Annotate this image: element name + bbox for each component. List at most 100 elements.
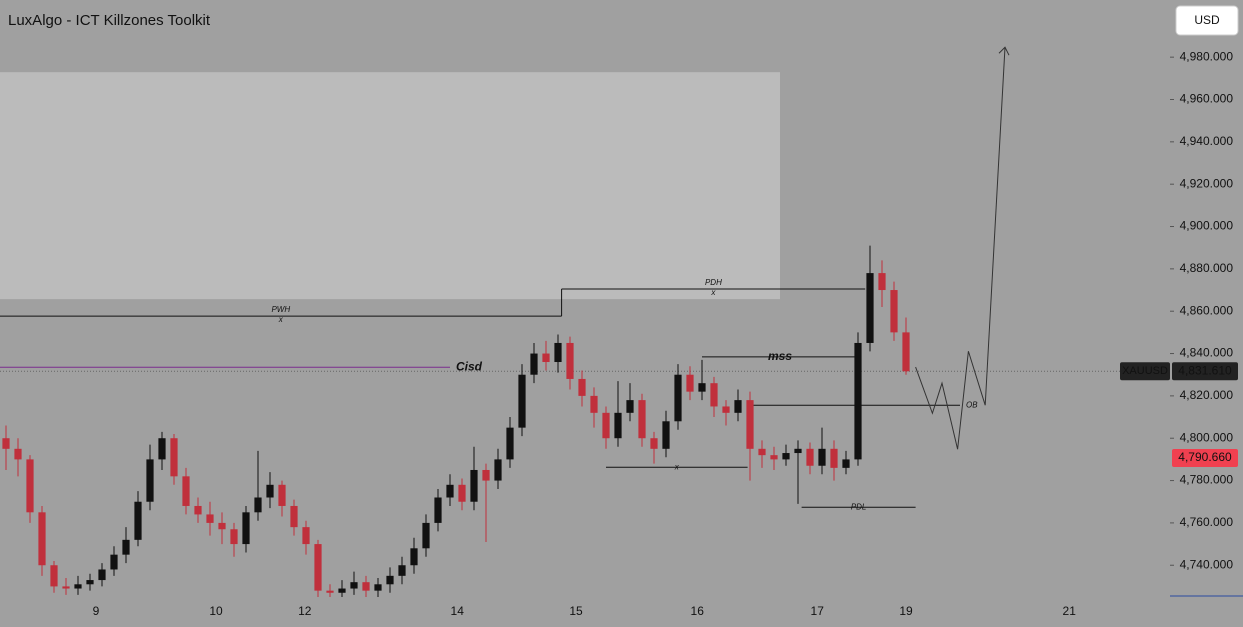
plot: 4,740.000 4,760.000 4,780.000 4,800.000 4,82…	[0, 46, 1238, 618]
candle-body	[602, 412, 610, 439]
y-tick-label: 4,860.000	[1180, 303, 1234, 317]
candle-body	[2, 438, 10, 449]
candle-body	[842, 459, 850, 468]
candle-body	[422, 522, 430, 549]
candle-body	[794, 448, 802, 454]
x-tick-label: 12	[298, 604, 312, 618]
candle-body	[266, 484, 274, 498]
candle-body	[338, 588, 346, 593]
candle-body	[698, 383, 706, 392]
candle-body	[782, 453, 790, 460]
candle-body	[314, 544, 322, 591]
supply-zone	[0, 72, 780, 300]
candle-body	[74, 584, 82, 589]
y-tick-label: 4,760.000	[1180, 515, 1234, 529]
x-tick-label: 16	[691, 604, 705, 618]
candle-body	[734, 400, 742, 413]
candle-body	[146, 459, 154, 502]
price-tag-label: 4,790.660	[1178, 450, 1232, 464]
y-tick-label: 4,780.000	[1180, 473, 1234, 487]
candle-body	[386, 575, 394, 585]
candle-body	[206, 514, 214, 523]
candle-body	[290, 505, 298, 528]
y-tick-label: 4,800.000	[1180, 430, 1234, 444]
candle-body	[830, 448, 838, 468]
y-tick-label: 4,740.000	[1180, 557, 1234, 571]
y-tick-label: 4,840.000	[1180, 346, 1234, 360]
arrow-head	[998, 46, 1010, 56]
candle-body	[242, 512, 250, 545]
candle-body	[158, 438, 166, 460]
candle-body	[470, 469, 478, 502]
candle-body	[590, 395, 598, 413]
level-label: PDH	[705, 278, 722, 287]
currency-button[interactable]	[1175, 5, 1239, 36]
candle-body	[650, 438, 658, 449]
candle-body	[494, 459, 502, 481]
x-tick-label: 19	[899, 604, 913, 618]
candle-body	[482, 469, 490, 481]
y-tick-label: 4,940.000	[1180, 134, 1234, 148]
x-tick-label: 14	[451, 604, 465, 618]
candle-body	[26, 459, 34, 513]
x-tick-label: 9	[93, 604, 100, 618]
x-tick-label: 21	[1063, 604, 1077, 618]
candle-body	[746, 400, 754, 449]
level-label: PWH	[271, 305, 290, 314]
level-label: PDL	[851, 503, 867, 512]
candle-body	[626, 400, 634, 413]
y-tick-label: 4,880.000	[1180, 261, 1234, 275]
candle-body	[434, 497, 442, 523]
candle-body	[62, 586, 70, 589]
candle-body	[410, 548, 418, 566]
y-tick-label: 4,820.000	[1180, 388, 1234, 402]
x-tick-label: 10	[209, 604, 223, 618]
price-tag	[1172, 362, 1238, 381]
candle-body	[878, 273, 886, 291]
candle-body	[566, 342, 574, 379]
candle-body	[662, 421, 670, 449]
candle-body	[806, 448, 814, 466]
candle-body	[458, 484, 466, 502]
candle-body	[326, 590, 334, 593]
candle-body	[446, 484, 454, 498]
x-tick-label: 15	[569, 604, 583, 618]
level-marker: x	[710, 288, 716, 297]
symbol-tag	[1120, 362, 1170, 381]
candle-body	[758, 448, 766, 456]
candle-body	[686, 374, 694, 392]
symbol-label: XAUUSD	[1122, 365, 1168, 377]
candle-body	[362, 582, 370, 591]
candle-body	[302, 527, 310, 545]
chart-title: LuxAlgo - ICT Killzones Toolkit	[8, 12, 211, 29]
y-tick-label: 4,960.000	[1180, 92, 1234, 106]
candle-body	[722, 406, 730, 413]
candle-body	[98, 569, 106, 581]
level-label: x	[674, 463, 680, 472]
candle-body	[542, 353, 550, 363]
level-label: OB	[966, 400, 978, 409]
candle-body	[902, 332, 910, 372]
candle-body	[818, 448, 826, 466]
candle-body	[374, 584, 382, 591]
candle-body	[578, 378, 586, 396]
candle-body	[614, 412, 622, 439]
price-tag	[1172, 448, 1238, 467]
candle-body	[134, 501, 142, 540]
candle-body	[350, 582, 358, 589]
candle-body	[854, 342, 862, 460]
projection-path	[915, 47, 1006, 450]
candle-body	[638, 400, 646, 439]
level-marker: x	[278, 315, 284, 324]
candle-body	[674, 374, 682, 422]
candle-body	[254, 497, 262, 513]
y-tick-label: 4,980.000	[1180, 49, 1234, 63]
candle-body	[554, 342, 562, 363]
candle-body	[398, 565, 406, 576]
candle-body	[866, 273, 874, 343]
candle-body	[110, 554, 118, 570]
level-label: mss	[768, 349, 792, 363]
candle-body	[518, 374, 526, 428]
candle-body	[122, 539, 130, 555]
